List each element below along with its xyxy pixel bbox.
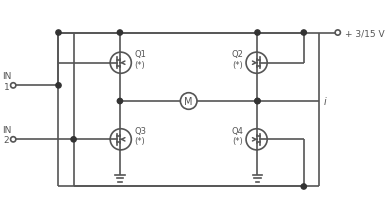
Circle shape: [56, 31, 61, 36]
Text: Q1
(*): Q1 (*): [134, 50, 146, 69]
Circle shape: [117, 99, 122, 104]
Circle shape: [56, 83, 61, 89]
Text: Q4
(*): Q4 (*): [231, 126, 243, 146]
Text: IN
2: IN 2: [2, 125, 11, 145]
Circle shape: [301, 184, 307, 189]
Text: M: M: [184, 97, 193, 106]
Circle shape: [255, 31, 260, 36]
Circle shape: [71, 137, 76, 142]
Circle shape: [301, 31, 307, 36]
Circle shape: [255, 99, 260, 104]
Circle shape: [117, 31, 122, 36]
Text: + 3/15 V: + 3/15 V: [344, 29, 384, 38]
Text: IN
1: IN 1: [2, 72, 11, 91]
Circle shape: [255, 99, 260, 104]
Text: i: i: [323, 97, 326, 106]
Text: Q3
(*): Q3 (*): [134, 126, 146, 146]
Text: Q2
(*): Q2 (*): [231, 50, 243, 69]
